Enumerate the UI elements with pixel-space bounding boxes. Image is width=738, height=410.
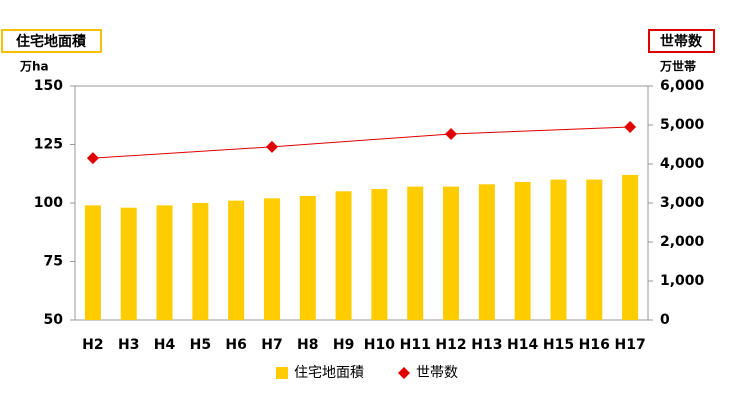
- left-unit: 万ha: [19, 60, 49, 74]
- line-segment: [451, 126, 631, 135]
- y2-tick-label: 6,000: [660, 78, 705, 94]
- bar: [514, 181, 531, 320]
- line-marker: [265, 140, 278, 153]
- x-tick-label: H6: [225, 337, 246, 353]
- x-tick-label: H7: [261, 337, 282, 353]
- x-tick-label: H9: [333, 337, 354, 353]
- bar: [156, 205, 173, 320]
- x-tick-label: H14: [507, 337, 538, 353]
- x-tick-label: H4: [154, 337, 176, 353]
- x-tick-label: H10: [364, 337, 395, 353]
- line-marker: [624, 120, 637, 133]
- bar: [84, 205, 101, 320]
- legend-label: 住宅地面積: [294, 365, 364, 381]
- bar: [371, 188, 388, 320]
- x-tick-label: H5: [190, 337, 211, 353]
- left-axis-label: 住宅地面積: [16, 33, 87, 50]
- x-tick-label: H16: [579, 337, 610, 353]
- x-tick-label: H12: [435, 337, 466, 353]
- y2-tick-label: 5,000: [660, 117, 705, 133]
- bar: [299, 195, 316, 320]
- x-tick-label: H15: [543, 337, 574, 353]
- right-axis-label: 世帯数: [660, 33, 703, 50]
- bar: [550, 179, 567, 320]
- line-segment: [92, 146, 273, 159]
- bar: [407, 186, 424, 320]
- x-tick-label: H17: [614, 337, 645, 353]
- bar: [622, 174, 639, 320]
- y-tick-label: 150: [34, 78, 63, 94]
- bar: [228, 200, 245, 320]
- bar: [335, 191, 352, 320]
- legend-swatch: [276, 367, 288, 379]
- y2-tick-label: 1,000: [660, 273, 705, 289]
- y-tick-label: 125: [34, 137, 63, 153]
- y2-tick-label: 0: [660, 312, 670, 328]
- x-tick-label: H11: [400, 337, 431, 353]
- line-marker: [445, 127, 458, 140]
- line-segment: [271, 133, 452, 148]
- y-tick-label: 50: [44, 312, 64, 328]
- legend-swatch: [398, 367, 410, 379]
- bar: [478, 184, 495, 320]
- y2-tick-label: 2,000: [660, 234, 705, 250]
- x-tick-label: H8: [297, 337, 318, 353]
- right-label-box: [648, 29, 715, 53]
- bar: [443, 186, 460, 320]
- x-tick-label: H3: [118, 337, 139, 353]
- y2-tick-label: 4,000: [660, 156, 705, 172]
- legend-label: 世帯数: [416, 365, 458, 381]
- y2-tick-label: 3,000: [660, 195, 705, 211]
- right-unit: 万世帯: [659, 59, 696, 74]
- bar: [263, 198, 280, 320]
- left-label-box: [1, 29, 102, 53]
- y-tick-label: 75: [44, 254, 63, 270]
- x-tick-label: H13: [471, 337, 502, 353]
- bar: [586, 179, 603, 320]
- line-marker: [86, 152, 99, 165]
- bar: [192, 203, 209, 320]
- y-tick-label: 100: [34, 195, 63, 211]
- x-tick-label: H2: [82, 337, 103, 353]
- bar: [120, 207, 137, 320]
